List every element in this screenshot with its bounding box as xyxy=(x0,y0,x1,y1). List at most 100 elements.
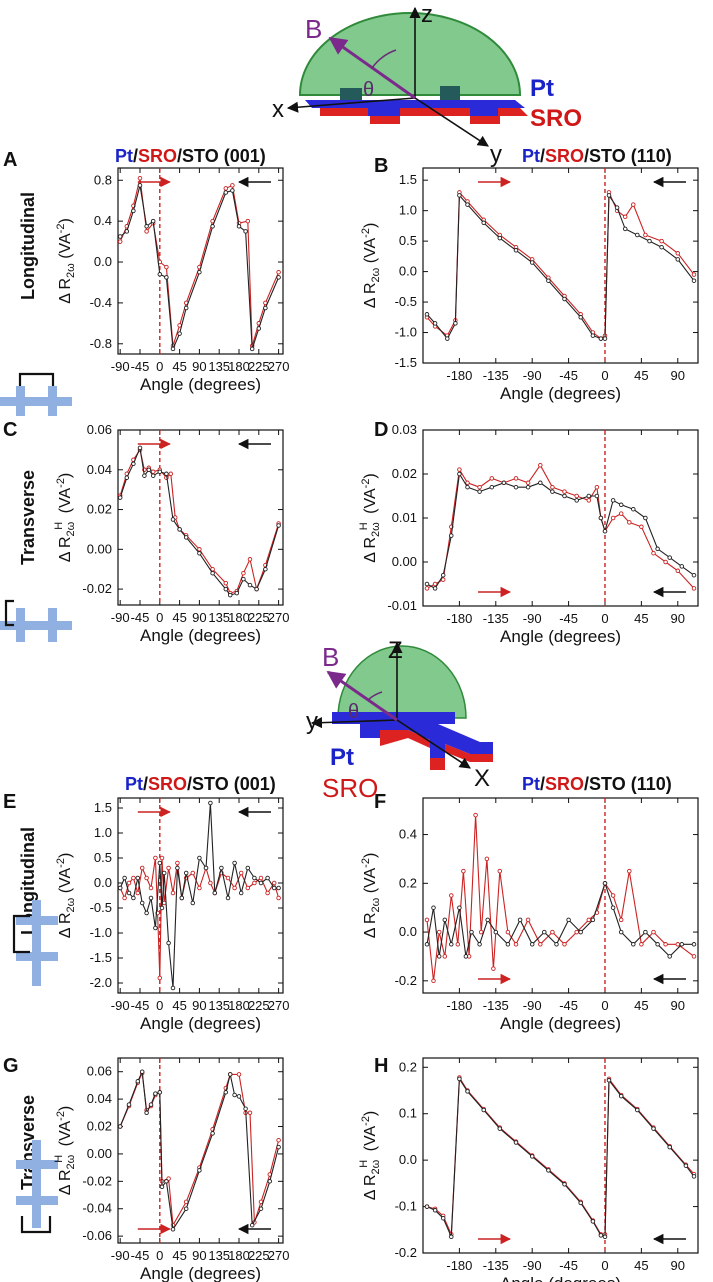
x-tick-label: -45 xyxy=(559,368,578,383)
x-axis-label: Angle (degrees) xyxy=(500,1014,621,1033)
contact-pad-left xyxy=(340,88,362,100)
title-pt: Pt xyxy=(522,774,540,794)
title-sto: STO (001) xyxy=(192,774,276,794)
data-point-black xyxy=(424,942,430,947)
data-point-black xyxy=(457,1076,462,1082)
data-point-red xyxy=(631,202,636,207)
plot-frame xyxy=(117,797,284,994)
data-point-red xyxy=(538,942,543,947)
y-tick-label: 0.2 xyxy=(399,875,417,890)
data-point-black xyxy=(683,1163,689,1168)
data-point-black xyxy=(126,1102,132,1107)
x-axis-label: Angle (degrees) xyxy=(500,384,621,403)
data-point-red xyxy=(586,498,592,503)
data-point-black xyxy=(505,942,511,947)
y-tick-label: 0.04 xyxy=(87,462,112,477)
x-tick-label: 0 xyxy=(156,359,163,374)
data-point-red xyxy=(639,524,644,530)
data-point-red xyxy=(651,929,656,935)
data-point-black xyxy=(164,275,169,280)
data-point-red xyxy=(505,929,511,935)
data-point-black xyxy=(493,929,499,935)
data-point-black xyxy=(440,572,446,578)
x-axis-label: Angle (degrees) xyxy=(500,1274,621,1282)
x-tick-label: -90 xyxy=(111,359,130,374)
x-axis-label: Angle (degrees) xyxy=(500,627,621,646)
chart-panels: A-90 -45 0 45 90 135180225270-0.8-0.40.00.40.… xyxy=(3,149,699,1282)
x-tick-label: 270 xyxy=(268,1248,290,1263)
panel-letter: D xyxy=(374,419,388,441)
data-point-black xyxy=(635,232,640,238)
data-point-black xyxy=(164,1179,169,1184)
theta-arc xyxy=(367,691,383,701)
y-tick-label: -0.5 xyxy=(395,294,417,309)
data-point-black xyxy=(190,900,196,906)
data-point-black xyxy=(501,480,507,486)
pt-label: Pt xyxy=(330,744,354,771)
data-point-red xyxy=(525,480,531,486)
x-tick-label: -90 xyxy=(111,1248,130,1263)
data-point-black xyxy=(529,260,535,265)
data-point-black xyxy=(453,321,458,326)
x-tick-label: 135 xyxy=(208,1248,230,1263)
data-point-black xyxy=(241,576,246,582)
data-point-black xyxy=(117,885,123,891)
series-line-red xyxy=(426,1075,695,1235)
data-point-black xyxy=(161,870,167,876)
y-tick-label: 1.5 xyxy=(399,172,417,187)
data-point-black xyxy=(457,905,462,910)
data-point-red xyxy=(473,812,478,818)
y-tick-label: 0.06 xyxy=(87,422,112,437)
data-point-black xyxy=(562,1182,567,1187)
data-point-black xyxy=(175,865,180,871)
data-point-red xyxy=(550,484,555,490)
data-point-red xyxy=(513,942,519,947)
data-point-red xyxy=(550,929,555,935)
data-point-black xyxy=(618,1093,624,1099)
data-point-black xyxy=(631,942,636,947)
series-line-red xyxy=(426,191,695,340)
data-point-black xyxy=(489,484,495,490)
y-tick-label: 0.8 xyxy=(94,172,112,187)
y-tick-label: 0.01 xyxy=(392,510,417,525)
data-point-black xyxy=(265,875,270,881)
x-tick-label: -45 xyxy=(131,1248,150,1263)
data-point-black xyxy=(223,586,229,592)
x-tick-label: 180 xyxy=(228,1248,250,1263)
sro-label: SRO xyxy=(530,105,582,132)
data-point-black xyxy=(691,278,697,283)
series-line-black xyxy=(426,881,694,958)
x-tick-label: 0 xyxy=(601,611,608,626)
data-point-black xyxy=(183,305,189,311)
data-point-black xyxy=(529,942,535,947)
x-axis-label: Angle (degrees) xyxy=(140,1014,261,1033)
x-tick-label: 45 xyxy=(172,1248,186,1263)
series-line-black xyxy=(119,1069,280,1231)
data-point-black xyxy=(157,1090,163,1095)
data-point-black xyxy=(643,929,648,935)
y-tick-label: -2.0 xyxy=(90,975,112,990)
theta-label: θ xyxy=(348,701,359,723)
data-point-black xyxy=(566,917,571,923)
x-tick-label: 45 xyxy=(172,359,186,374)
data-point-black xyxy=(578,1200,583,1206)
y-tick-label: 0.02 xyxy=(392,466,417,481)
y-tick-label: -1.0 xyxy=(395,325,417,340)
panel-b: B -180 -135 -90 -45 0 45 90 -1.5 -1.0 -0.5 0.0 0.5 1.… xyxy=(360,155,699,403)
data-point-black xyxy=(436,954,442,959)
data-point-black xyxy=(513,1140,519,1145)
data-point-black xyxy=(602,336,608,341)
data-point-black xyxy=(594,493,600,499)
data-point-black xyxy=(139,1069,145,1074)
x-tick-label: -45 xyxy=(559,1258,578,1273)
data-point-black xyxy=(440,1215,446,1221)
data-point-black xyxy=(602,881,608,886)
data-point-black xyxy=(578,929,583,935)
title-pt: Pt xyxy=(115,146,133,166)
y-tick-label: -0.02 xyxy=(82,1173,112,1188)
data-point-black xyxy=(227,1072,233,1077)
x-label: x xyxy=(272,96,284,123)
